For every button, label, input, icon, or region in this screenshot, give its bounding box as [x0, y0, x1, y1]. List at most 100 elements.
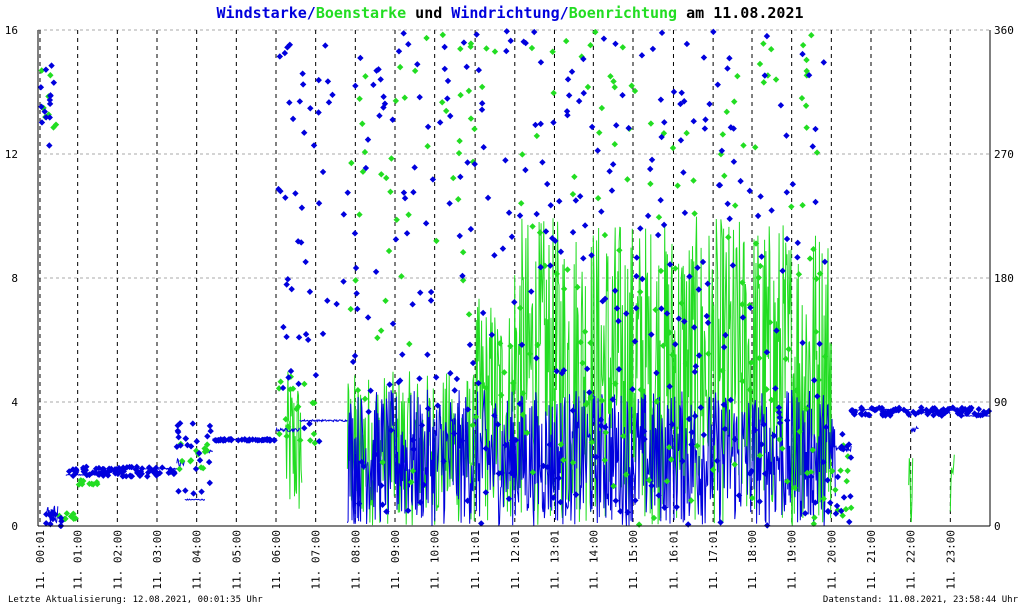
direction-marker [832, 510, 840, 517]
direction-marker [654, 231, 662, 239]
direction-marker [615, 366, 623, 373]
direction-marker [949, 404, 957, 411]
direction-marker [348, 159, 355, 167]
direction-marker [283, 433, 290, 440]
direction-marker [822, 424, 830, 431]
direction-marker [804, 469, 811, 477]
direction-marker [812, 198, 819, 206]
direction-marker [550, 494, 557, 501]
y-left-tick: 4 [11, 396, 18, 409]
direction-marker [424, 123, 432, 130]
direction-marker [813, 275, 820, 282]
direction-marker [791, 484, 798, 492]
direction-marker [777, 102, 785, 109]
direction-marker [362, 73, 369, 80]
direction-marker [726, 55, 733, 62]
series-segment [275, 426, 301, 433]
x-tick: 11. 10:00 [429, 530, 442, 590]
direction-marker [424, 143, 431, 150]
direction-marker [519, 411, 527, 418]
direction-marker [557, 498, 564, 506]
direction-marker [678, 89, 685, 96]
title-date: am 11.08.2021 [677, 4, 803, 22]
direction-marker [441, 65, 448, 73]
direction-marker [279, 384, 287, 392]
direction-marker [104, 472, 112, 479]
direction-marker [847, 504, 855, 512]
direction-marker [713, 457, 721, 465]
direction-marker [405, 41, 412, 48]
direction-marker [539, 159, 546, 166]
direction-marker [847, 454, 855, 461]
direction-marker [655, 214, 663, 221]
direction-marker [544, 180, 551, 188]
direction-marker [633, 254, 640, 261]
direction-marker [446, 200, 453, 207]
direction-marker [558, 370, 566, 377]
direction-marker [584, 83, 592, 91]
direction-marker [820, 458, 827, 466]
direction-marker [319, 330, 327, 337]
direction-marker [756, 60, 764, 68]
direction-marker [38, 103, 45, 111]
direction-marker [714, 81, 721, 88]
x-tick: 11. 08:00 [349, 530, 362, 590]
direction-marker [215, 437, 222, 444]
direction-marker [751, 426, 759, 434]
direction-marker [569, 190, 577, 198]
direction-marker [400, 30, 407, 37]
direction-marker [203, 441, 211, 448]
direction-marker [727, 396, 735, 404]
direction-marker [377, 76, 384, 83]
direction-marker [624, 509, 631, 516]
direction-marker [705, 350, 712, 357]
direction-marker [843, 477, 850, 485]
direction-marker [624, 176, 631, 183]
direction-marker [687, 497, 695, 504]
direction-marker [533, 210, 540, 218]
direction-marker [838, 507, 845, 515]
title-und: und [406, 4, 451, 22]
direction-marker [560, 285, 568, 293]
direction-marker [763, 349, 771, 356]
direction-marker [374, 334, 381, 342]
direction-marker [692, 363, 700, 370]
direction-marker [717, 519, 724, 526]
direction-marker [466, 341, 474, 348]
direction-marker [725, 234, 732, 241]
direction-marker [182, 435, 189, 442]
direction-marker [301, 380, 308, 388]
direction-marker [784, 417, 791, 424]
direction-marker [803, 67, 810, 75]
direction-marker [526, 350, 534, 358]
direction-marker [678, 300, 685, 307]
direction-marker [724, 65, 731, 72]
direction-marker [783, 235, 791, 243]
direction-marker [65, 468, 73, 475]
direction-marker [275, 385, 283, 392]
direction-marker [463, 63, 470, 71]
direction-marker [352, 277, 359, 284]
direction-marker [598, 397, 606, 404]
x-tick: 11. 13:01 [548, 530, 561, 590]
direction-marker [945, 405, 953, 413]
direction-marker [392, 236, 400, 243]
direction-marker [389, 116, 396, 123]
direction-marker [876, 404, 883, 412]
direction-marker [761, 470, 769, 477]
title-windrichtung: Windrichtung [451, 4, 559, 22]
direction-marker [204, 433, 211, 440]
direction-marker [587, 394, 594, 402]
direction-marker [752, 144, 759, 151]
direction-marker [547, 262, 554, 269]
direction-marker [581, 222, 589, 229]
direction-marker [453, 375, 461, 383]
direction-marker [703, 312, 710, 320]
direction-marker [57, 514, 65, 522]
direction-marker [119, 464, 127, 471]
direction-marker [383, 174, 390, 182]
direction-marker [159, 464, 166, 471]
direction-marker [382, 297, 389, 305]
direction-marker [519, 151, 526, 158]
direction-marker [734, 72, 741, 80]
